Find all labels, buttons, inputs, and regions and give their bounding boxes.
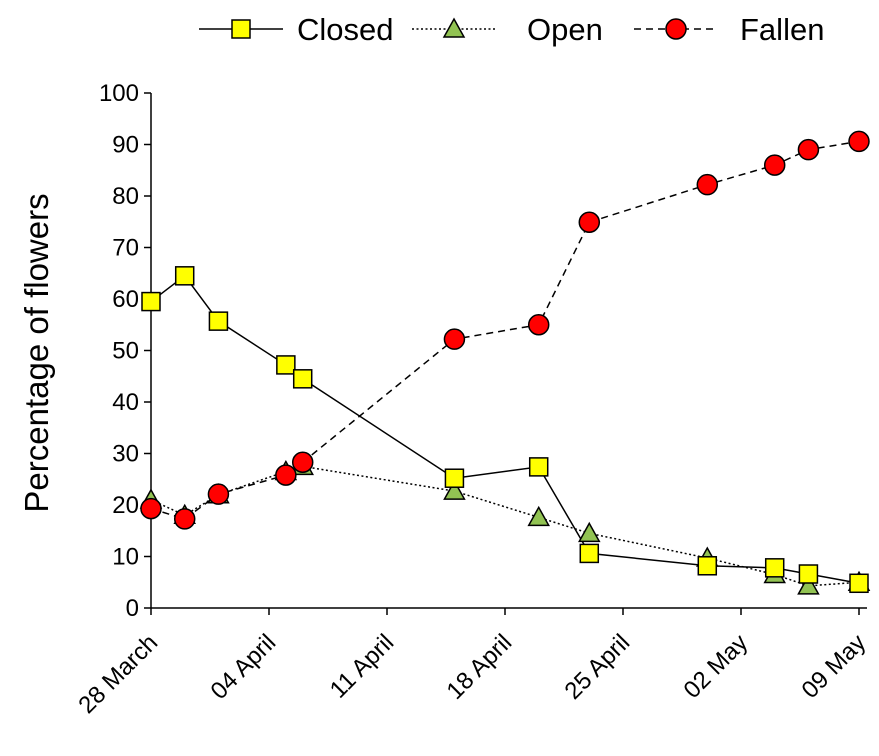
- data-point-closed: [276, 355, 296, 375]
- y-tick-label: 80: [112, 183, 139, 210]
- y-tick-label: 90: [112, 132, 139, 159]
- data-point-closed: [174, 266, 195, 286]
- data-point-closed: [141, 291, 161, 312]
- x-tick-label: 09 May: [796, 629, 871, 704]
- y-tick-label: 50: [112, 338, 139, 365]
- data-point-fallen: [275, 464, 297, 486]
- data-point-open: [797, 574, 820, 595]
- x-tick-label: 28 March: [73, 629, 163, 719]
- legend-item-closed: Closed: [199, 12, 394, 47]
- y-tick-label: 20: [112, 492, 139, 519]
- data-point-fallen: [207, 483, 230, 505]
- series-line-open: [150, 465, 860, 587]
- legend-marker-fallen: [665, 18, 687, 40]
- data-point-fallen: [291, 451, 314, 474]
- y-tick-label: 10: [112, 544, 139, 571]
- legend-item-fallen: Fallen: [634, 12, 824, 47]
- y-tick-label: 100: [99, 80, 139, 107]
- data-point-fallen: [848, 130, 870, 153]
- legend-marker-open: [442, 17, 466, 38]
- data-point-open: [443, 479, 466, 500]
- data-point-fallen: [797, 138, 820, 161]
- data-point-closed: [208, 311, 229, 331]
- series-line-closed: [150, 274, 860, 585]
- series-markers-closed: [141, 266, 869, 594]
- legend-item-open: Open: [412, 12, 603, 47]
- data-point-closed: [849, 573, 869, 594]
- x-tick-label: 25 April: [560, 629, 636, 705]
- data-point-fallen: [578, 211, 601, 234]
- series-line-fallen: [150, 140, 860, 520]
- data-point-fallen: [173, 508, 196, 530]
- y-tick-label: 60: [112, 286, 139, 313]
- series-lines: [150, 140, 860, 587]
- y-axis-label-group: Percentage of flowers: [18, 193, 55, 512]
- x-tick-label: 02 May: [678, 629, 753, 704]
- data-point-closed: [697, 556, 718, 576]
- data-point-open: [578, 521, 601, 543]
- data-point-fallen: [140, 497, 162, 520]
- data-point-closed: [444, 468, 465, 488]
- legend-label-fallen: Fallen: [740, 12, 824, 47]
- data-point-closed: [764, 558, 785, 578]
- data-point-closed: [528, 457, 549, 477]
- series-markers-fallen: [140, 130, 870, 530]
- data-point-fallen: [696, 173, 719, 196]
- axes: 0 10 20 30 40 50 60 70 80 90 100 28 March 04 April 11…: [73, 80, 871, 719]
- y-tick-label: 30: [112, 441, 139, 468]
- data-point-closed: [579, 543, 600, 564]
- y-tick-label: 70: [112, 235, 139, 262]
- y-axis-label: Percentage of flowers: [18, 193, 55, 512]
- data-point-closed: [798, 564, 819, 584]
- x-tick-label: 18 April: [442, 629, 518, 705]
- legend-label-closed: Closed: [297, 12, 394, 47]
- x-tick-label: 11 April: [325, 629, 399, 703]
- y-tick-label: 0: [126, 595, 139, 622]
- data-point-fallen: [763, 154, 786, 176]
- x-tick-label: 04 April: [206, 629, 282, 705]
- series-markers-open: [139, 454, 871, 595]
- legend-label-open: Open: [527, 12, 603, 47]
- y-tick-label: 40: [112, 389, 139, 416]
- series-markers: [139, 130, 871, 595]
- data-point-fallen: [527, 314, 550, 336]
- data-point-closed: [292, 369, 313, 389]
- data-point-open: [527, 505, 550, 527]
- legend-marker-closed: [231, 19, 251, 39]
- data-point-fallen: [443, 328, 466, 350]
- legend: Closed Open Fallen: [199, 12, 824, 47]
